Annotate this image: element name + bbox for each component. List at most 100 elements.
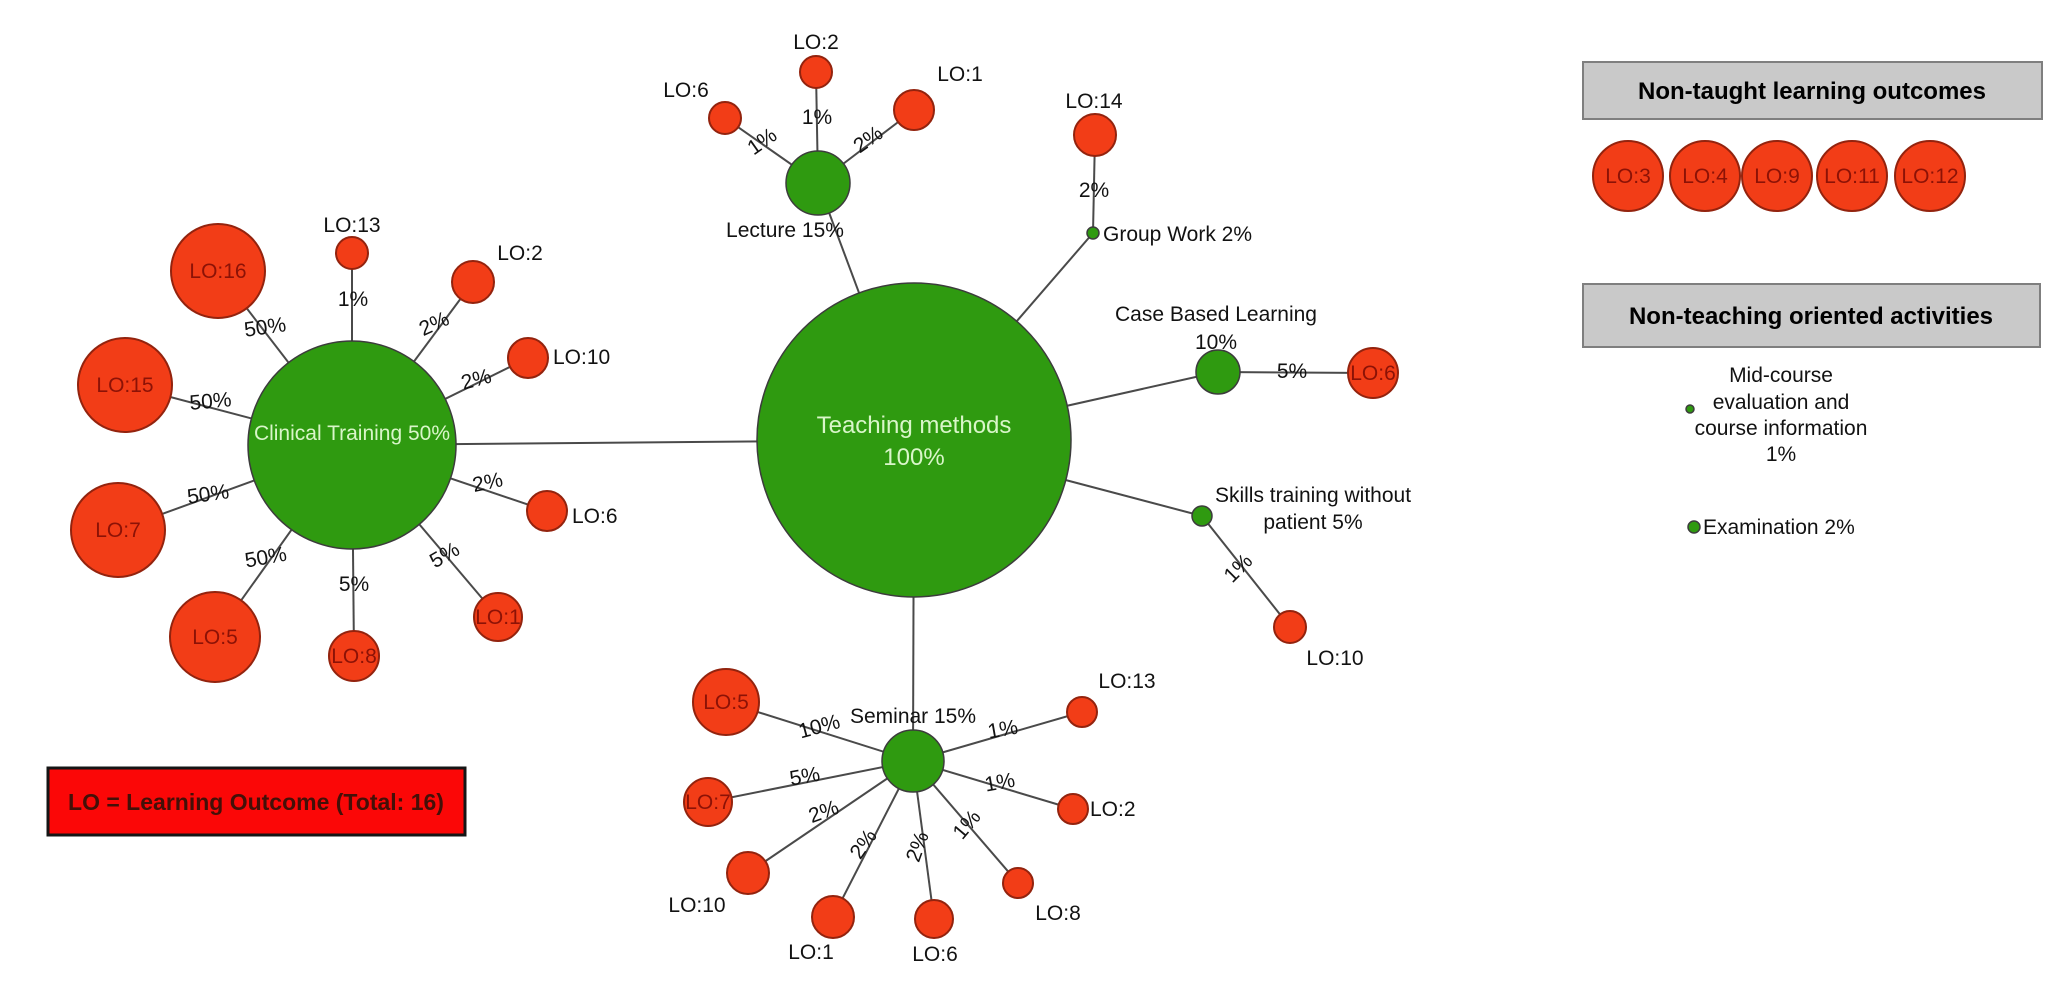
method-nodes <box>247 150 1241 793</box>
clinical-lo2-label: LO:2 <box>497 242 543 265</box>
seminar-label: Seminar 15% <box>850 705 976 728</box>
satellite-seminar-lo7 <box>683 777 733 827</box>
clinical-lo13-label: LO:13 <box>323 214 380 237</box>
legend-non-teaching: Non-teaching oriented activities Mid-cou… <box>1582 283 2041 539</box>
satellite-clinical-lo6 <box>526 490 568 532</box>
mid-course-line4: 1% <box>1766 443 1796 466</box>
mid-course-line2: evaluation and <box>1713 391 1850 414</box>
satellite-group-lo14 <box>1073 113 1117 157</box>
legend-non-taught-title: Non-taught learning outcomes <box>1638 78 1986 105</box>
outcome-nodes <box>70 55 1399 939</box>
skills-label-line1: Skills training without <box>1215 484 1411 507</box>
satellite-clinical-lo7 <box>70 482 166 578</box>
seminar-lo6-pct: 2% <box>902 829 934 865</box>
node-teaching-methods <box>756 282 1072 598</box>
legend-lo11-label: LO:11 <box>1824 165 1880 188</box>
satellite-clinical-lo15 <box>77 337 173 433</box>
satellite-lecture-lo6 <box>708 101 742 135</box>
legend-non-teaching-box <box>1582 283 2041 348</box>
seminar-lo5-pct: 10% <box>796 710 843 743</box>
satellite-clinical-lo10 <box>507 337 549 379</box>
satellite-seminar-lo8 <box>1002 867 1034 899</box>
satellite-clinical-lo13 <box>335 236 369 270</box>
legend-circle-lo11 <box>1816 140 1888 212</box>
legend-non-taught-box <box>1582 61 2043 120</box>
edge-seminar-lo7 <box>707 760 914 803</box>
legend-lo12-label: LO:12 <box>1901 165 1958 188</box>
clinical-lo15-pct: 50% <box>188 388 232 415</box>
clinical-training-label: Clinical Training 50% <box>254 422 450 445</box>
seminar-lo10-label: LO:10 <box>668 894 725 917</box>
node-group-work <box>1086 226 1100 240</box>
clinical-lo10-pct: 2% <box>459 365 494 395</box>
satellite-casebased-lo6 <box>1347 347 1399 399</box>
lecture-lo1-pct: 2% <box>849 122 887 158</box>
satellite-seminar-lo2 <box>1057 793 1089 825</box>
node-case-based-learning <box>1195 349 1241 395</box>
legend-lo4-label: LO:4 <box>1682 165 1728 188</box>
legend-circle-lo3 <box>1592 140 1664 212</box>
seminar-lo6-label: LO:6 <box>912 943 958 966</box>
seminar-lo5-label: LO:5 <box>703 691 749 714</box>
legend-non-teaching-title: Non-teaching oriented activities <box>1629 303 1993 330</box>
legend-circle-lo9 <box>1741 140 1813 212</box>
teaching-methods-label: Teaching methods <box>817 412 1012 439</box>
casebased-lo6-pct: 5% <box>1277 360 1307 383</box>
mid-course-line3: course information <box>1695 417 1868 440</box>
edge-skills-lo10 <box>1201 515 1291 628</box>
mid-course-line1: Mid-course <box>1729 364 1833 387</box>
mid-course-dot <box>1685 404 1695 414</box>
seminar-lo8-label: LO:8 <box>1035 902 1081 925</box>
seminar-lo13-pct: 1% <box>986 716 1020 744</box>
lecture-lo2-label: LO:2 <box>793 31 839 54</box>
lecture-label: Lecture 15% <box>726 219 844 242</box>
group-lo14-label: LO:14 <box>1065 90 1123 113</box>
case-based-pct: 10% <box>1195 331 1237 354</box>
teaching-methods-pct: 100% <box>883 444 944 471</box>
group-work-label: Group Work 2% <box>1103 223 1252 246</box>
seminar-lo1-label: LO:1 <box>788 941 834 964</box>
lecture-lo6-label: LO:6 <box>663 79 709 102</box>
satellite-clinical-lo2 <box>451 260 495 304</box>
clinical-lo1-pct: 5% <box>426 538 464 573</box>
clinical-lo7-pct: 50% <box>186 480 231 509</box>
clinical-lo6-pct: 2% <box>470 468 504 497</box>
skills-lo10-label: LO:10 <box>1306 647 1363 670</box>
lo-note-text: LO = Learning Outcome (Total: 16) <box>68 789 444 815</box>
clinical-lo8-label: LO:8 <box>331 645 377 668</box>
skills-lo10-pct: 1% <box>1220 550 1258 588</box>
clinical-lo1-label: LO:1 <box>475 606 521 629</box>
clinical-lo2-pct: 2% <box>416 307 453 341</box>
lecture-lo1-label: LO:1 <box>937 63 983 86</box>
node-lecture <box>785 150 851 216</box>
edge-seminar-lo10 <box>747 760 914 874</box>
clinical-lo6-label: LO:6 <box>572 505 618 528</box>
seminar-lo7-label: LO:7 <box>685 791 731 814</box>
clinical-lo13-pct: 1% <box>338 288 368 311</box>
examination-label: Examination 2% <box>1703 516 1855 539</box>
seminar-lo2-pct: 1% <box>983 769 1017 797</box>
clinical-lo5-label: LO:5 <box>192 626 238 649</box>
lo-note: LO = Learning Outcome (Total: 16) <box>46 766 467 837</box>
satellite-clinical-lo8 <box>328 630 380 682</box>
lecture-lo2-pct: 1% <box>802 106 832 129</box>
clinical-lo5-pct: 50% <box>243 543 288 573</box>
node-clinical-training <box>247 340 457 550</box>
case-based-label: Case Based Learning <box>1115 303 1317 326</box>
group-lo14-pct: 2% <box>1079 179 1109 202</box>
node-skills-training <box>1191 505 1213 527</box>
legend-circle-lo4 <box>1669 140 1741 212</box>
satellite-clinical-lo16 <box>170 223 266 319</box>
satellite-clinical-lo5 <box>169 591 261 683</box>
clinical-lo10-label: LO:10 <box>553 346 610 369</box>
legend-circle-lo12 <box>1894 140 1966 212</box>
satellite-lecture-lo1 <box>893 89 935 131</box>
lo-note-box <box>46 766 467 837</box>
seminar-lo2-label: LO:2 <box>1090 798 1136 821</box>
node-seminar <box>881 729 945 793</box>
seminar-lo13-label: LO:13 <box>1098 670 1155 693</box>
clinical-lo7-label: LO:7 <box>95 519 141 542</box>
satellite-clinical-lo1 <box>473 592 523 642</box>
